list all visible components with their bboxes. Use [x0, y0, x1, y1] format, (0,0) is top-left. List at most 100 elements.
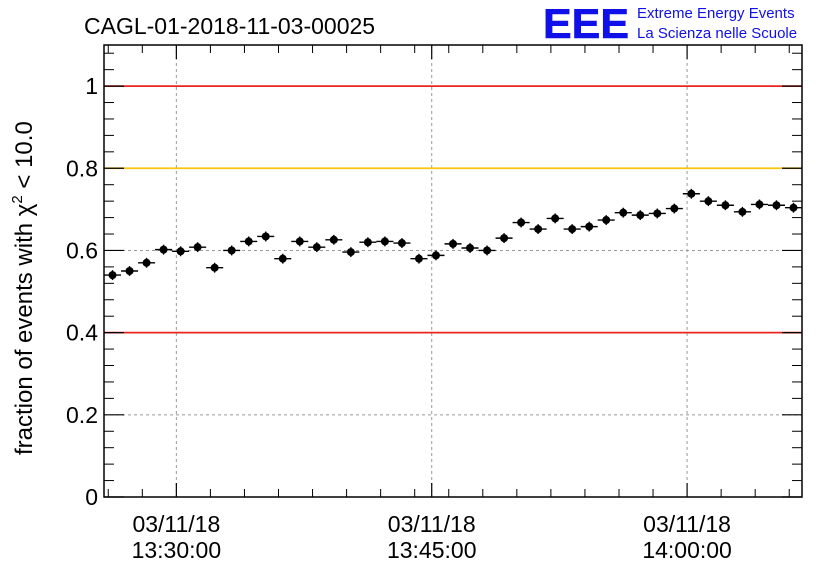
point-marker — [295, 237, 304, 246]
point-marker — [244, 237, 253, 246]
data-point — [495, 233, 513, 244]
point-marker — [568, 225, 577, 234]
data-point — [461, 243, 479, 253]
data-point — [512, 217, 530, 228]
data-point — [274, 253, 292, 264]
point-marker — [261, 232, 270, 241]
data-point — [359, 237, 377, 248]
y-tick-label: 0 — [85, 484, 98, 510]
point-marker — [721, 201, 730, 210]
eee-logo-line2: La Scienza nelle Scuole — [637, 25, 797, 42]
data-point — [427, 250, 445, 261]
y-tick-label: 0.8 — [66, 155, 98, 181]
data-point — [393, 238, 411, 248]
data-point — [189, 242, 207, 253]
point-marker — [414, 254, 423, 263]
grid-layer — [104, 45, 802, 497]
data-point — [784, 202, 802, 213]
point-marker — [704, 197, 713, 206]
data-point — [614, 207, 632, 218]
data-point — [257, 231, 275, 242]
x-tick-label-time: 13:30:00 — [132, 537, 222, 563]
data-point — [308, 242, 326, 253]
point-marker — [466, 243, 475, 252]
data-point — [223, 245, 241, 256]
point-marker — [108, 271, 117, 280]
point-marker — [738, 207, 747, 216]
data-point — [597, 215, 615, 225]
point-marker — [517, 218, 526, 227]
x-tick-labels: 03/11/1813:30:0003/11/1813:45:0003/11/18… — [132, 511, 732, 563]
data-point — [648, 208, 666, 219]
point-marker — [585, 222, 594, 231]
data-point — [699, 196, 717, 207]
data-point — [410, 253, 428, 264]
eee-logo-mark: EEE — [543, 0, 629, 47]
data-point — [155, 244, 173, 255]
data-point — [767, 200, 785, 211]
point-marker — [602, 216, 611, 225]
axis-ticks — [104, 45, 802, 498]
data-point — [478, 245, 496, 256]
y-axis-label-superscript: 2 — [9, 195, 26, 203]
chart-title: CAGL-01-2018-11-03-00025 — [84, 13, 375, 39]
data-point — [121, 266, 139, 276]
point-marker — [346, 248, 355, 257]
data-point — [206, 262, 224, 273]
data-point — [580, 221, 598, 232]
point-marker — [159, 245, 168, 254]
data-points — [104, 188, 802, 281]
point-marker — [227, 246, 236, 255]
point-marker — [449, 239, 457, 248]
y-axis-label-tail: < 10.0 — [11, 121, 38, 195]
point-marker — [772, 201, 781, 210]
point-marker — [363, 238, 372, 247]
point-marker — [431, 251, 440, 260]
point-marker — [653, 209, 662, 218]
data-point — [546, 213, 564, 224]
point-marker — [670, 204, 679, 213]
data-point — [665, 203, 683, 214]
point-marker — [278, 254, 287, 263]
data-point — [733, 206, 751, 217]
data-point — [104, 270, 122, 281]
point-marker — [176, 247, 185, 256]
data-point — [444, 238, 462, 249]
data-point — [342, 247, 360, 258]
point-marker — [636, 211, 645, 220]
point-marker — [210, 263, 219, 272]
reference-lines — [104, 85, 802, 334]
eee-logo: EEE Extreme Energy Events La Scienza nel… — [543, 0, 797, 47]
data-point — [682, 188, 700, 199]
y-tick-label: 0.6 — [66, 237, 98, 263]
point-marker — [500, 234, 509, 243]
data-point — [563, 224, 581, 235]
point-marker — [329, 235, 338, 244]
point-marker — [125, 267, 134, 275]
point-marker — [619, 208, 628, 217]
data-point — [325, 234, 343, 245]
y-axis-label: fraction of events with χ2 < 10.0 — [9, 121, 38, 455]
point-marker — [193, 243, 202, 252]
data-point — [291, 236, 309, 247]
point-marker — [755, 200, 764, 209]
x-tick-label-time: 14:00:00 — [642, 537, 732, 563]
x-tick-label-date: 03/11/18 — [132, 511, 220, 537]
point-marker — [789, 203, 798, 212]
point-marker — [687, 189, 696, 198]
point-marker — [312, 243, 321, 252]
data-point — [240, 236, 258, 247]
y-axis-label-main: fraction of events with χ — [11, 203, 38, 455]
point-marker — [534, 225, 543, 234]
point-marker — [142, 258, 151, 267]
y-tick-label: 0.4 — [66, 320, 98, 346]
point-marker — [380, 237, 389, 246]
point-marker — [483, 246, 492, 255]
point-marker — [397, 239, 406, 248]
x-tick-label-time: 13:45:00 — [387, 537, 477, 563]
data-point — [138, 257, 156, 268]
data-point — [529, 224, 547, 235]
eee-logo-line1: Extreme Energy Events — [637, 5, 795, 22]
data-point — [750, 199, 768, 210]
data-point — [631, 210, 649, 221]
